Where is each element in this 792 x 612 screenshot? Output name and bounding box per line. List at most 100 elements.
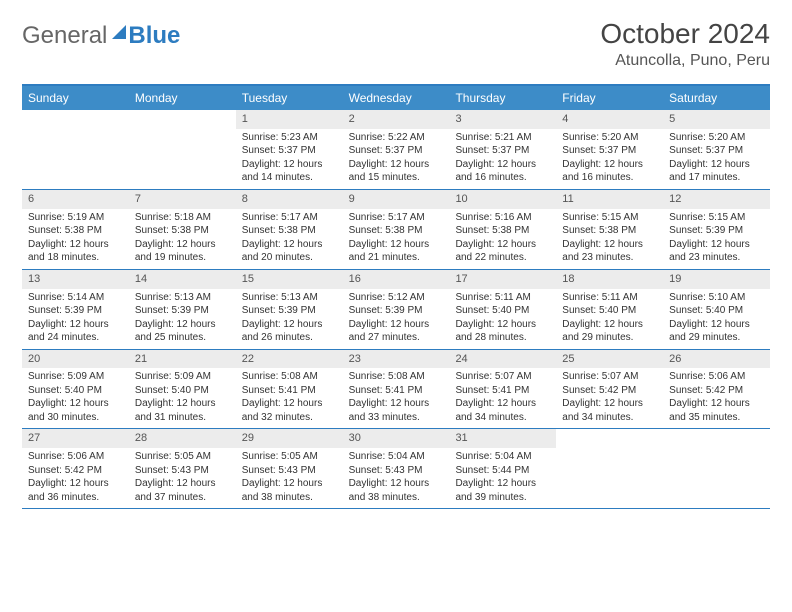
- day-sr: Sunrise: 5:21 AM: [455, 131, 550, 145]
- day-body: Sunrise: 5:04 AMSunset: 5:44 PMDaylight:…: [449, 448, 556, 508]
- day-sr: Sunrise: 5:11 AM: [562, 291, 657, 305]
- calendar-day: 21Sunrise: 5:09 AMSunset: 5:40 PMDayligh…: [129, 350, 236, 429]
- day-number: 4: [556, 110, 663, 129]
- weekday-fri: Friday: [556, 86, 663, 110]
- day-number: 11: [556, 190, 663, 209]
- day-dl2: and 31 minutes.: [135, 411, 230, 425]
- day-body: Sunrise: 5:13 AMSunset: 5:39 PMDaylight:…: [129, 289, 236, 349]
- logo-text-1: General: [22, 22, 107, 50]
- day-sr: Sunrise: 5:06 AM: [28, 450, 123, 464]
- day-number: 28: [129, 429, 236, 448]
- day-sr: Sunrise: 5:10 AM: [669, 291, 764, 305]
- day-body: Sunrise: 5:05 AMSunset: 5:43 PMDaylight:…: [129, 448, 236, 508]
- day-dl1: Daylight: 12 hours: [242, 318, 337, 332]
- day-number: 3: [449, 110, 556, 129]
- day-dl2: and 28 minutes.: [455, 331, 550, 345]
- day-ss: Sunset: 5:37 PM: [562, 144, 657, 158]
- day-ss: Sunset: 5:43 PM: [242, 464, 337, 478]
- calendar-weekday-header: Sunday Monday Tuesday Wednesday Thursday…: [22, 86, 770, 110]
- day-number: 18: [556, 270, 663, 289]
- day-dl1: Daylight: 12 hours: [28, 238, 123, 252]
- day-dl1: Daylight: 12 hours: [135, 318, 230, 332]
- calendar-day: 29Sunrise: 5:05 AMSunset: 5:43 PMDayligh…: [236, 429, 343, 508]
- day-number: 12: [663, 190, 770, 209]
- calendar-day: 9Sunrise: 5:17 AMSunset: 5:38 PMDaylight…: [343, 190, 450, 269]
- day-dl2: and 23 minutes.: [562, 251, 657, 265]
- day-body: Sunrise: 5:19 AMSunset: 5:38 PMDaylight:…: [22, 209, 129, 269]
- day-dl1: Daylight: 12 hours: [242, 397, 337, 411]
- day-body: Sunrise: 5:23 AMSunset: 5:37 PMDaylight:…: [236, 129, 343, 189]
- day-sr: Sunrise: 5:05 AM: [242, 450, 337, 464]
- day-ss: Sunset: 5:41 PM: [455, 384, 550, 398]
- day-ss: Sunset: 5:40 PM: [669, 304, 764, 318]
- day-number: 15: [236, 270, 343, 289]
- day-ss: Sunset: 5:43 PM: [349, 464, 444, 478]
- calendar-day: 1Sunrise: 5:23 AMSunset: 5:37 PMDaylight…: [236, 110, 343, 189]
- day-dl1: Daylight: 12 hours: [455, 158, 550, 172]
- day-ss: Sunset: 5:37 PM: [349, 144, 444, 158]
- day-number: 16: [343, 270, 450, 289]
- day-body: Sunrise: 5:16 AMSunset: 5:38 PMDaylight:…: [449, 209, 556, 269]
- page-header: General Blue October 2024 Atuncolla, Pun…: [22, 18, 770, 70]
- day-body: Sunrise: 5:12 AMSunset: 5:39 PMDaylight:…: [343, 289, 450, 349]
- day-ss: Sunset: 5:44 PM: [455, 464, 550, 478]
- day-dl2: and 22 minutes.: [455, 251, 550, 265]
- day-dl1: Daylight: 12 hours: [562, 238, 657, 252]
- calendar-day: 8Sunrise: 5:17 AMSunset: 5:38 PMDaylight…: [236, 190, 343, 269]
- calendar-week: 20Sunrise: 5:09 AMSunset: 5:40 PMDayligh…: [22, 350, 770, 430]
- calendar-day: 6Sunrise: 5:19 AMSunset: 5:38 PMDaylight…: [22, 190, 129, 269]
- day-sr: Sunrise: 5:15 AM: [562, 211, 657, 225]
- day-body: Sunrise: 5:09 AMSunset: 5:40 PMDaylight:…: [129, 368, 236, 428]
- day-dl1: Daylight: 12 hours: [135, 477, 230, 491]
- day-ss: Sunset: 5:42 PM: [28, 464, 123, 478]
- calendar-day: 3Sunrise: 5:21 AMSunset: 5:37 PMDaylight…: [449, 110, 556, 189]
- day-number: 10: [449, 190, 556, 209]
- day-number: 20: [22, 350, 129, 369]
- day-body: Sunrise: 5:15 AMSunset: 5:38 PMDaylight:…: [556, 209, 663, 269]
- calendar-day: 27Sunrise: 5:06 AMSunset: 5:42 PMDayligh…: [22, 429, 129, 508]
- calendar-day: 12Sunrise: 5:15 AMSunset: 5:39 PMDayligh…: [663, 190, 770, 269]
- day-dl2: and 36 minutes.: [28, 491, 123, 505]
- day-body: Sunrise: 5:18 AMSunset: 5:38 PMDaylight:…: [129, 209, 236, 269]
- calendar-day: 13Sunrise: 5:14 AMSunset: 5:39 PMDayligh…: [22, 270, 129, 349]
- calendar-day: 23Sunrise: 5:08 AMSunset: 5:41 PMDayligh…: [343, 350, 450, 429]
- calendar: Sunday Monday Tuesday Wednesday Thursday…: [22, 84, 770, 509]
- day-dl2: and 34 minutes.: [455, 411, 550, 425]
- calendar-day: 26Sunrise: 5:06 AMSunset: 5:42 PMDayligh…: [663, 350, 770, 429]
- day-dl1: Daylight: 12 hours: [28, 397, 123, 411]
- day-number: 29: [236, 429, 343, 448]
- calendar-day: 2Sunrise: 5:22 AMSunset: 5:37 PMDaylight…: [343, 110, 450, 189]
- day-dl2: and 23 minutes.: [669, 251, 764, 265]
- day-sr: Sunrise: 5:07 AM: [562, 370, 657, 384]
- day-ss: Sunset: 5:38 PM: [349, 224, 444, 238]
- day-dl2: and 16 minutes.: [562, 171, 657, 185]
- calendar-day: 25Sunrise: 5:07 AMSunset: 5:42 PMDayligh…: [556, 350, 663, 429]
- logo-triangle-icon: [112, 25, 126, 39]
- day-sr: Sunrise: 5:22 AM: [349, 131, 444, 145]
- day-sr: Sunrise: 5:23 AM: [242, 131, 337, 145]
- calendar-day: [129, 110, 236, 189]
- day-dl1: Daylight: 12 hours: [669, 158, 764, 172]
- day-body: Sunrise: 5:05 AMSunset: 5:43 PMDaylight:…: [236, 448, 343, 508]
- logo: General Blue: [22, 18, 180, 50]
- day-sr: Sunrise: 5:08 AM: [242, 370, 337, 384]
- day-dl1: Daylight: 12 hours: [349, 397, 444, 411]
- day-body: Sunrise: 5:21 AMSunset: 5:37 PMDaylight:…: [449, 129, 556, 189]
- day-dl2: and 15 minutes.: [349, 171, 444, 185]
- day-body: Sunrise: 5:10 AMSunset: 5:40 PMDaylight:…: [663, 289, 770, 349]
- day-dl1: Daylight: 12 hours: [455, 238, 550, 252]
- day-ss: Sunset: 5:37 PM: [669, 144, 764, 158]
- day-dl1: Daylight: 12 hours: [349, 238, 444, 252]
- day-ss: Sunset: 5:38 PM: [562, 224, 657, 238]
- day-ss: Sunset: 5:39 PM: [669, 224, 764, 238]
- day-body: Sunrise: 5:07 AMSunset: 5:41 PMDaylight:…: [449, 368, 556, 428]
- day-dl2: and 38 minutes.: [242, 491, 337, 505]
- day-dl1: Daylight: 12 hours: [669, 318, 764, 332]
- day-number: 5: [663, 110, 770, 129]
- day-body: Sunrise: 5:06 AMSunset: 5:42 PMDaylight:…: [22, 448, 129, 508]
- day-sr: Sunrise: 5:18 AM: [135, 211, 230, 225]
- day-number: 19: [663, 270, 770, 289]
- day-dl2: and 38 minutes.: [349, 491, 444, 505]
- day-body: Sunrise: 5:14 AMSunset: 5:39 PMDaylight:…: [22, 289, 129, 349]
- day-ss: Sunset: 5:38 PM: [455, 224, 550, 238]
